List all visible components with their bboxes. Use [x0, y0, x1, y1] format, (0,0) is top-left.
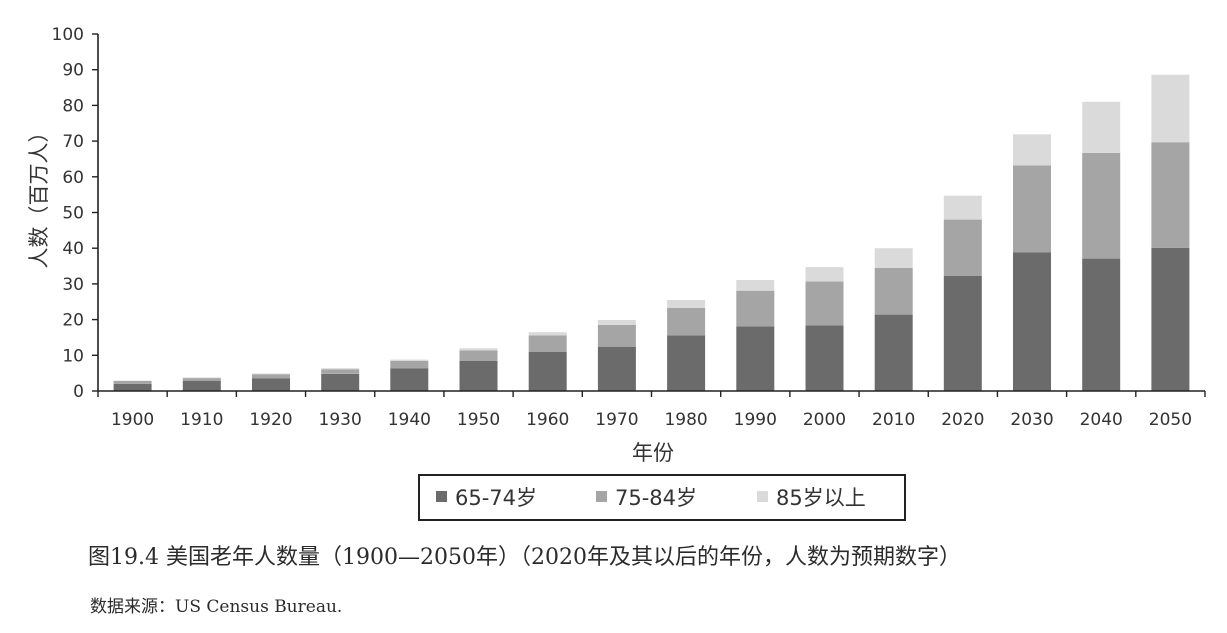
bar-2000-series-0 — [805, 325, 844, 391]
y-tick-label-80: 80 — [62, 96, 84, 116]
bar-1960-series-2 — [528, 332, 567, 336]
y-tick-label-10: 10 — [62, 346, 84, 366]
legend-swatch-0 — [436, 491, 447, 502]
figure-caption: 图19.4 美国老年人数量（1900—2050年）（2020年及其以后的年份，人… — [88, 545, 961, 570]
bar-2050-series-2 — [1151, 74, 1190, 143]
x-tick-label-1970: 1970 — [595, 410, 638, 430]
data-source: 数据来源：US Census Bureau. — [90, 597, 343, 617]
bar-2000-series-2 — [805, 267, 844, 282]
bar-1980-series-1 — [667, 307, 706, 336]
x-tick-label-2030: 2030 — [1010, 410, 1053, 430]
x-tick-label-1930: 1930 — [319, 410, 362, 430]
bar-1940-series-1 — [390, 361, 429, 369]
legend-swatch-2 — [757, 491, 768, 502]
bar-1950-series-0 — [459, 361, 498, 391]
bar-2020-series-2 — [943, 195, 982, 220]
bar-2030-series-0 — [1013, 252, 1051, 391]
bar-2050-series-0 — [1151, 247, 1190, 391]
bar-2010-series-2 — [874, 248, 913, 268]
bar-1990-series-2 — [736, 280, 775, 291]
legend-frame — [418, 474, 906, 521]
y-tick-label-0: 0 — [73, 382, 84, 402]
bar-2020-series-1 — [943, 219, 982, 276]
bar-1950-series-2 — [459, 348, 498, 351]
x-axis-title: 年份 — [632, 441, 674, 465]
y-tick-label-40: 40 — [62, 239, 84, 259]
x-tick-label-1910: 1910 — [180, 410, 223, 430]
bar-1990-series-0 — [736, 326, 775, 391]
x-tick-label-1980: 1980 — [664, 410, 707, 430]
bar-1930-series-2 — [321, 368, 360, 370]
x-tick-label-2000: 2000 — [803, 410, 846, 430]
bar-1940-series-2 — [390, 359, 429, 361]
bar-1960-series-1 — [528, 335, 567, 352]
x-tick-label-2020: 2020 — [941, 410, 984, 430]
bar-2040-series-1 — [1082, 152, 1121, 259]
legend-swatch-1 — [596, 491, 607, 502]
bars — [113, 74, 1190, 391]
x-tick-label-1940: 1940 — [388, 410, 431, 430]
y-tick-label-30: 30 — [62, 275, 84, 295]
bar-2030-series-1 — [1013, 165, 1051, 253]
y-axis: 0 10 20 30 40 50 60 70 80 90 100 — [52, 25, 99, 402]
y-axis-title: 人数（百万人） — [27, 122, 51, 269]
legend-label-2: 85岁以上 — [776, 486, 866, 510]
bar-1900-series-1 — [113, 381, 152, 384]
legend-label-0: 65-74岁 — [455, 486, 537, 510]
x-tick-label-1920: 1920 — [249, 410, 292, 430]
x-axis: 1900 1910 1920 1930 1940 1950 1960 1970 1980 1990… — [97, 390, 1206, 430]
bar-1980-series-0 — [667, 335, 706, 391]
y-tick-label-90: 90 — [62, 61, 84, 81]
y-tick-label-50: 50 — [62, 204, 84, 224]
x-tick-label-1960: 1960 — [526, 410, 569, 430]
legend-label-1: 75-84岁 — [615, 486, 697, 510]
bar-2030-series-2 — [1013, 134, 1051, 166]
bar-1930-series-0 — [321, 373, 360, 391]
bar-2050-series-1 — [1151, 142, 1190, 248]
legend: 65-74岁 75-84岁 85岁以上 — [418, 474, 906, 521]
chart: 1900 1910 1920 1930 1940 1950 1960 1970 1980 1990… — [27, 25, 1206, 521]
y-tick-label-20: 20 — [62, 311, 84, 331]
bar-1900-series-0 — [113, 383, 152, 391]
x-tick-label-1900: 1900 — [111, 410, 154, 430]
bar-1970-series-2 — [597, 320, 636, 325]
bar-2020-series-0 — [943, 275, 982, 391]
bar-1940-series-0 — [390, 368, 429, 391]
bar-1930-series-1 — [321, 369, 360, 374]
bar-1960-series-0 — [528, 351, 567, 391]
bar-1920-series-1 — [252, 374, 290, 379]
y-tick-label-70: 70 — [62, 132, 84, 152]
y-tick-label-60: 60 — [62, 168, 84, 188]
bar-1950-series-1 — [459, 350, 498, 361]
bar-1970-series-1 — [597, 325, 636, 347]
bar-1910-series-1 — [182, 378, 221, 381]
bar-1980-series-2 — [667, 300, 706, 308]
x-tick-label-2010: 2010 — [872, 410, 915, 430]
bar-1920-series-0 — [252, 378, 290, 391]
bar-1990-series-1 — [736, 290, 775, 327]
x-tick-label-1990: 1990 — [734, 410, 777, 430]
bar-2010-series-1 — [874, 267, 913, 315]
bar-1920-series-2 — [252, 373, 290, 375]
bar-1910-series-2 — [182, 377, 221, 379]
bar-1910-series-0 — [182, 381, 221, 391]
x-tick-label-2040: 2040 — [1080, 410, 1123, 430]
y-tick-label-100: 100 — [52, 25, 84, 45]
bar-2040-series-0 — [1082, 258, 1121, 391]
bar-2010-series-0 — [874, 314, 913, 391]
bar-2040-series-2 — [1082, 101, 1121, 153]
bar-2000-series-1 — [805, 281, 844, 326]
bar-1970-series-0 — [597, 346, 636, 391]
x-tick-label-1950: 1950 — [457, 410, 500, 430]
x-tick-label-2050: 2050 — [1149, 410, 1192, 430]
